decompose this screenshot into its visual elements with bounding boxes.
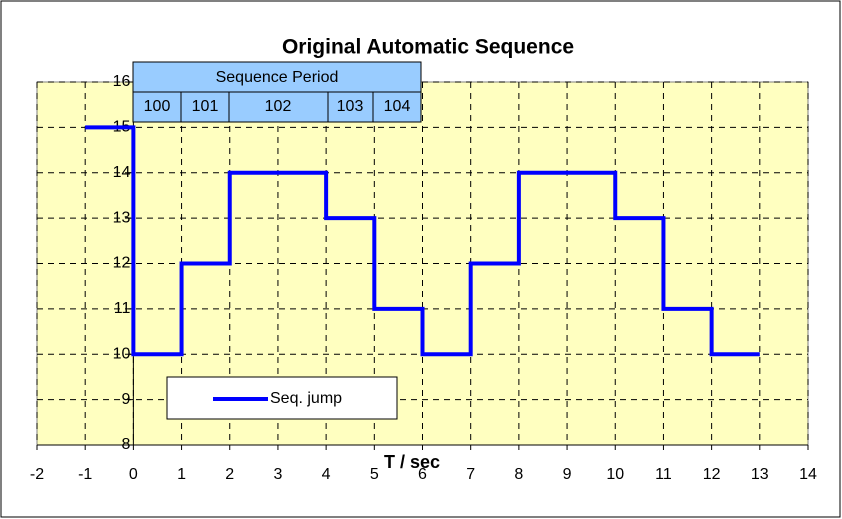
table-cell: 101 bbox=[192, 98, 219, 115]
y-tick-label: 9 bbox=[121, 391, 130, 408]
x-tick-label: 2 bbox=[225, 466, 234, 483]
y-tick-label: 14 bbox=[113, 164, 131, 181]
series-line bbox=[85, 125, 760, 357]
x-tick-label: 7 bbox=[466, 466, 475, 483]
y-tick-label: 11 bbox=[114, 300, 131, 317]
x-tick-label: 14 bbox=[799, 466, 817, 483]
x-tick-label: 11 bbox=[655, 466, 672, 483]
sequence-table: Sequence Period 100 101 102 103 104 bbox=[132, 61, 422, 123]
x-tick-label: -2 bbox=[30, 466, 44, 483]
x-tick-label: 12 bbox=[703, 466, 721, 483]
x-tick-label: 8 bbox=[514, 466, 523, 483]
x-tick-label: -1 bbox=[78, 466, 92, 483]
y-tick-label: 12 bbox=[113, 255, 131, 272]
x-tick-label: 5 bbox=[370, 466, 379, 483]
x-tick-label: 0 bbox=[129, 466, 138, 483]
table-cell: 104 bbox=[384, 98, 411, 115]
y-tick-label: 13 bbox=[113, 209, 131, 226]
x-tick-label: 3 bbox=[273, 466, 282, 483]
x-axis-label: T / sec bbox=[384, 452, 440, 472]
x-tick-label: 13 bbox=[751, 466, 769, 483]
x-tick-label: 9 bbox=[563, 466, 572, 483]
table-cell: 102 bbox=[265, 98, 292, 115]
y-tick-label: 10 bbox=[113, 345, 131, 362]
legend-label: Seq. jump bbox=[270, 390, 342, 407]
x-tick-label: 10 bbox=[606, 466, 624, 483]
legend: Seq. jump bbox=[166, 376, 398, 420]
x-tick-label: 6 bbox=[418, 466, 427, 483]
table-header: Sequence Period bbox=[216, 69, 339, 86]
x-tick-label: 1 bbox=[177, 466, 186, 483]
x-tick-label: 4 bbox=[322, 466, 331, 483]
table-cell: 100 bbox=[144, 98, 171, 115]
table-cell: 103 bbox=[337, 98, 364, 115]
legend-box bbox=[166, 376, 398, 420]
chart-title: Original Automatic Sequence bbox=[282, 36, 574, 59]
y-tick-label: 16 bbox=[113, 73, 131, 90]
